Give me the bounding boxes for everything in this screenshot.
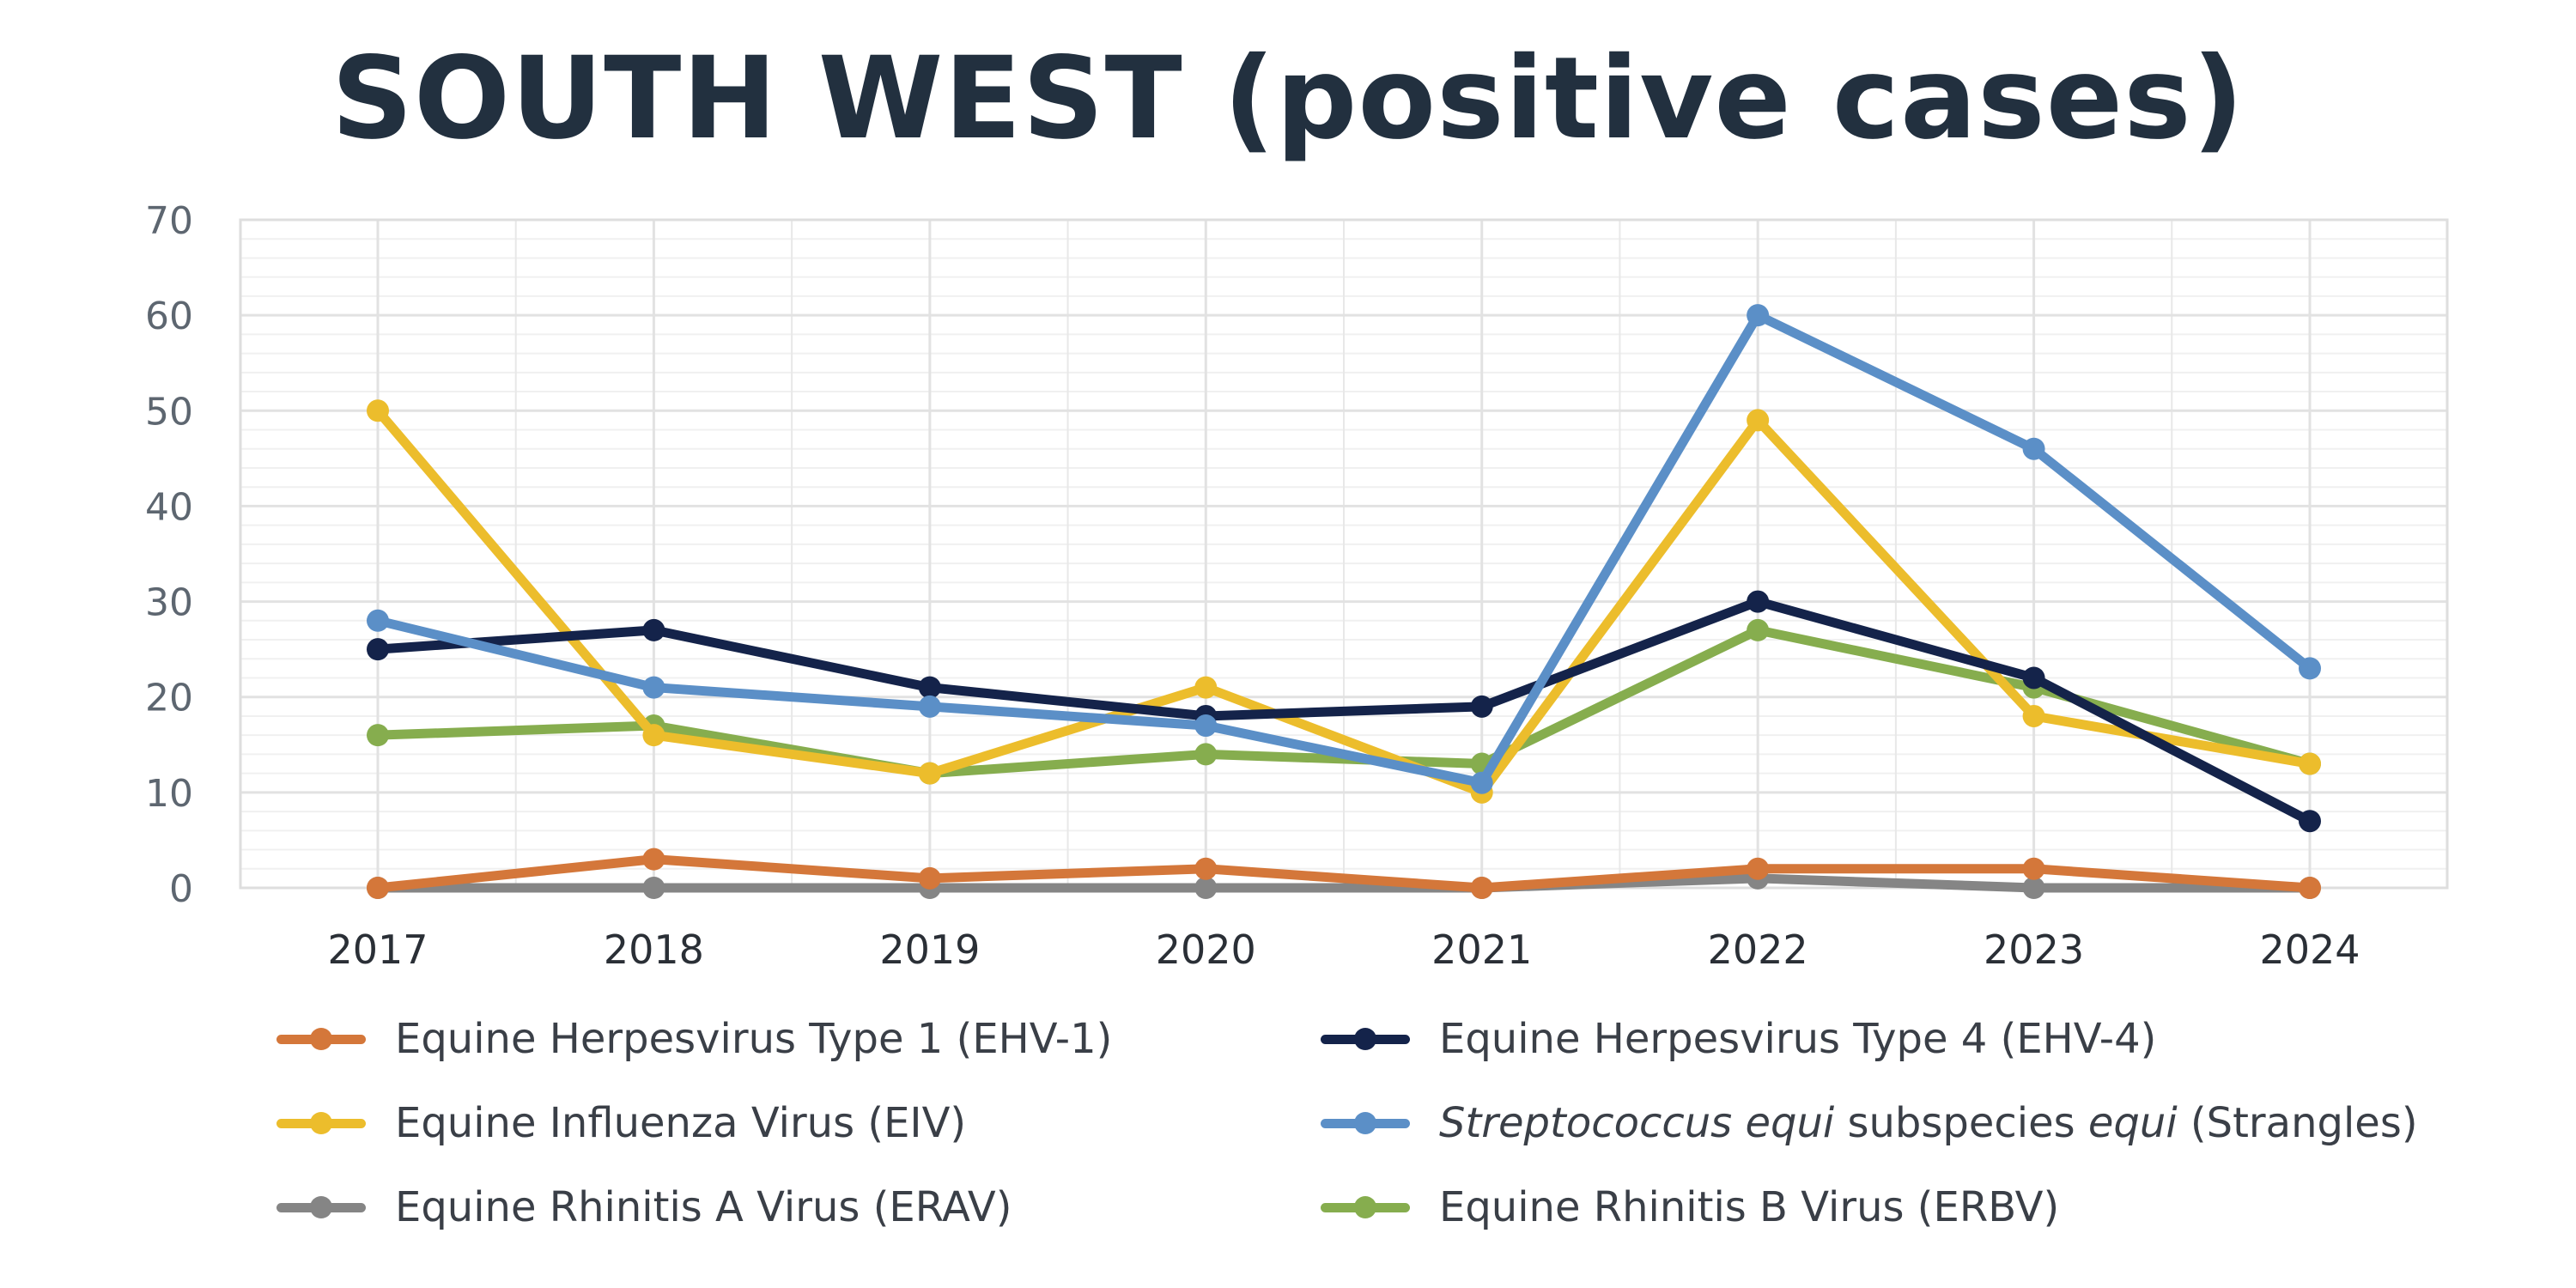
data-point	[642, 618, 665, 641]
x-tick-label: 2020	[1156, 927, 1256, 973]
x-tick-label: 2024	[2259, 927, 2360, 973]
legend-label: Equine Herpesvirus Type 1 (EHV-1)	[395, 1015, 1113, 1063]
data-point	[918, 676, 941, 699]
legend-swatch	[276, 1173, 366, 1242]
data-point	[1194, 743, 1218, 766]
data-point	[1747, 304, 1770, 327]
legend-swatch-dot	[310, 1196, 332, 1218]
x-tick-label: 2023	[1984, 927, 2084, 973]
data-point	[1747, 618, 1770, 641]
data-point	[2299, 657, 2321, 680]
legend-item: Equine Herpesvirus Type 4 (EHV-4)	[1321, 1005, 2156, 1073]
data-point	[2022, 437, 2045, 460]
legend-label: Equine Rhinitis B Virus (ERBV)	[1439, 1183, 2060, 1231]
data-point	[918, 866, 941, 890]
y-axis: 0 10 20 30 40 50 60 70	[145, 199, 193, 911]
data-point	[642, 676, 665, 699]
legend-item: Equine Herpesvirus Type 1 (EHV-1)	[276, 1005, 1112, 1073]
legend-swatch	[276, 1005, 366, 1073]
legend-swatch-dot	[1354, 1196, 1376, 1218]
y-tick-label: 40	[145, 485, 193, 529]
y-tick-label: 0	[169, 867, 193, 911]
series-3	[367, 304, 2321, 794]
legend-item: Equine Rhinitis B Virus (ERBV)	[1321, 1173, 2059, 1242]
series-layer	[367, 304, 2321, 899]
data-point	[1194, 676, 1218, 699]
minor-gridlines	[240, 220, 2447, 888]
series-0	[367, 848, 2321, 899]
data-point	[1747, 590, 1770, 613]
data-point	[1470, 695, 1493, 718]
legend-swatch	[1321, 1005, 1410, 1073]
series-1	[367, 590, 2321, 833]
data-point	[1194, 877, 1218, 899]
legend-label: Equine Influenza Virus (EIV)	[395, 1099, 967, 1147]
y-tick-label: 60	[145, 295, 193, 338]
legend-label: Equine Herpesvirus Type 4 (EHV-4)	[1439, 1015, 2157, 1063]
y-tick-label: 30	[145, 581, 193, 625]
x-tick-label: 2018	[604, 927, 704, 973]
data-point	[642, 848, 665, 871]
series-line	[373, 854, 2315, 893]
data-point	[1194, 857, 1218, 880]
data-point	[2299, 810, 2321, 833]
data-point	[367, 609, 389, 632]
x-axis: 2017 2018 2019 2020 2021 2022 2023 2024	[327, 927, 2360, 973]
legend-swatch	[1321, 1173, 1410, 1242]
data-point	[918, 762, 941, 785]
data-point	[2299, 877, 2321, 899]
series-line	[373, 310, 2315, 788]
legend-swatch	[276, 1089, 366, 1157]
y-tick-label: 70	[145, 199, 193, 243]
y-tick-label: 20	[145, 677, 193, 720]
data-point	[1747, 857, 1770, 880]
chart-title: SOUTH WEST (positive cases)	[331, 33, 2245, 165]
data-point	[2022, 877, 2045, 899]
data-point	[1747, 409, 1770, 432]
legend-label: Streptococcus equi subspecies equi (Stra…	[1439, 1099, 2418, 1147]
data-point	[1470, 877, 1493, 899]
data-point	[2022, 857, 2045, 880]
data-point	[918, 695, 941, 718]
data-point	[2299, 752, 2321, 775]
data-point	[367, 638, 389, 661]
x-tick-label: 2019	[879, 927, 980, 973]
data-point	[1194, 714, 1218, 738]
legend-item: Streptococcus equi subspecies equi (Stra…	[1321, 1089, 2418, 1157]
series-line	[373, 873, 2315, 893]
y-tick-label: 10	[145, 772, 193, 816]
data-point	[2022, 704, 2045, 727]
y-tick-label: 50	[145, 390, 193, 434]
legend-label: Equine Rhinitis A Virus (ERAV)	[395, 1183, 1012, 1231]
data-point	[367, 399, 389, 422]
x-tick-label: 2021	[1431, 927, 1532, 973]
x-tick-label: 2022	[1708, 927, 1808, 973]
data-point	[642, 877, 665, 899]
chart-legend: Equine Herpesvirus Type 1 (EHV-1) Equine …	[0, 1005, 2576, 1279]
series-line	[373, 597, 2315, 826]
x-tick-label: 2017	[327, 927, 428, 973]
legend-swatch-dot	[1354, 1112, 1376, 1134]
legend-swatch-dot	[310, 1028, 332, 1050]
data-point	[367, 877, 389, 899]
legend-item: Equine Rhinitis A Virus (ERAV)	[276, 1173, 1012, 1242]
data-point	[1470, 771, 1493, 794]
legend-swatch	[1321, 1089, 1410, 1157]
data-point	[642, 724, 665, 747]
legend-swatch-dot	[1354, 1028, 1376, 1050]
data-point	[2022, 666, 2045, 690]
legend-item: Equine Influenza Virus (EIV)	[276, 1089, 966, 1157]
legend-swatch-dot	[310, 1112, 332, 1134]
data-point	[367, 724, 389, 747]
